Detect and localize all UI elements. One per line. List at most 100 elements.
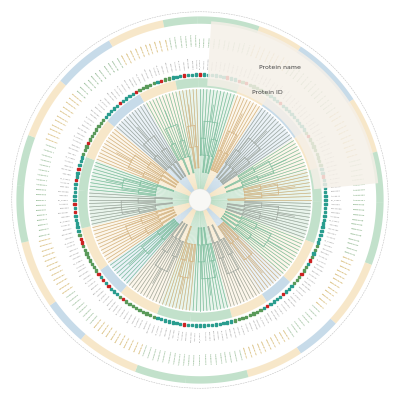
Text: AT23943: AT23943 <box>160 65 164 74</box>
Text: Sp10949: Sp10949 <box>252 71 256 80</box>
Bar <box>76 222 78 225</box>
Text: AtWRKY55: AtWRKY55 <box>79 304 89 314</box>
Text: AT11898: AT11898 <box>295 103 303 111</box>
Text: AtrWRKY43: AtrWRKY43 <box>348 158 361 162</box>
Text: AT18468: AT18468 <box>132 314 138 324</box>
Bar <box>282 105 284 107</box>
Text: SpWRKY55: SpWRKY55 <box>352 219 364 221</box>
Text: Sp19344: Sp19344 <box>91 283 99 290</box>
Text: SpWRKY25: SpWRKY25 <box>304 79 314 89</box>
Text: Sp13869: Sp13869 <box>330 212 340 214</box>
Text: OsWRKY46: OsWRKY46 <box>144 44 148 56</box>
Text: GmWRKY67: GmWRKY67 <box>45 256 58 262</box>
Bar <box>87 142 89 144</box>
Text: AT21388: AT21388 <box>62 173 72 176</box>
Text: SpWRKY37: SpWRKY37 <box>102 66 110 76</box>
Polygon shape <box>178 89 200 189</box>
Bar <box>320 230 323 232</box>
Text: LOC10511: LOC10511 <box>228 61 232 72</box>
Text: XP_14745: XP_14745 <box>316 259 327 265</box>
Bar <box>187 74 189 76</box>
Bar <box>74 207 76 209</box>
Bar <box>256 311 258 313</box>
Text: SpWRKY54: SpWRKY54 <box>352 214 365 216</box>
Text: GmWRKY18: GmWRKY18 <box>278 56 285 68</box>
Bar <box>324 187 326 189</box>
Text: AtrWRKY37: AtrWRKY37 <box>158 348 162 361</box>
Bar <box>316 153 318 155</box>
Text: LOC15621: LOC15621 <box>286 298 295 307</box>
Bar <box>132 93 134 95</box>
Polygon shape <box>135 365 186 383</box>
Bar <box>164 78 166 81</box>
Bar <box>270 303 272 305</box>
Polygon shape <box>208 204 304 274</box>
Bar <box>319 234 322 236</box>
Bar <box>110 110 112 112</box>
Text: LOC17081: LOC17081 <box>212 330 214 342</box>
Text: AT21753: AT21753 <box>68 152 77 156</box>
Bar <box>318 238 320 240</box>
Polygon shape <box>197 16 260 33</box>
Bar <box>95 128 97 130</box>
Bar <box>324 195 326 197</box>
Bar <box>135 91 137 93</box>
Text: GmWRKY23: GmWRKY23 <box>54 119 66 127</box>
Text: Sp14234: Sp14234 <box>327 232 336 236</box>
Text: Atr20147: Atr20147 <box>67 244 77 248</box>
Text: VvWRKY45: VvWRKY45 <box>120 334 127 345</box>
Text: Atr24162: Atr24162 <box>173 61 176 72</box>
Text: SpWRKY31: SpWRKY31 <box>79 86 89 96</box>
Polygon shape <box>78 157 95 191</box>
Text: GmWRKY26: GmWRKY26 <box>62 106 74 114</box>
Text: AT15548: AT15548 <box>289 295 297 303</box>
Text: LOC11606: LOC11606 <box>283 90 291 99</box>
Text: GmWRKY14: GmWRKY14 <box>260 47 267 60</box>
Bar <box>175 322 178 324</box>
Text: XP_10730: XP_10730 <box>240 65 244 76</box>
Bar <box>76 175 78 178</box>
Polygon shape <box>283 240 314 282</box>
Bar <box>108 113 110 115</box>
Text: GmWRKY70: GmWRKY70 <box>40 242 53 247</box>
Text: SpWRKY58: SpWRKY58 <box>349 233 362 236</box>
Bar <box>307 135 309 137</box>
Bar <box>259 89 262 91</box>
Text: SpWRKY52: SpWRKY52 <box>353 204 365 206</box>
Text: SpWRKY61: SpWRKY61 <box>346 247 358 252</box>
Text: Atr11752: Atr11752 <box>289 97 297 105</box>
Text: SpWRKY32: SpWRKY32 <box>83 83 92 92</box>
Bar <box>135 307 137 309</box>
Bar <box>298 122 300 124</box>
Bar <box>256 87 258 89</box>
Bar <box>218 323 221 325</box>
Text: AtrWRKY45: AtrWRKY45 <box>350 168 363 172</box>
Text: LOC19636: LOC19636 <box>79 270 90 277</box>
Text: AtWRKY13: AtWRKY13 <box>38 168 50 172</box>
Text: GmWRKY22: GmWRKY22 <box>51 124 64 131</box>
Bar <box>273 97 275 100</box>
Polygon shape <box>92 202 191 264</box>
Polygon shape <box>82 226 108 270</box>
Bar <box>168 320 170 323</box>
Bar <box>279 296 281 298</box>
Text: AtrWRKY5: AtrWRKY5 <box>304 311 313 320</box>
Text: LOC14891: LOC14891 <box>312 266 323 273</box>
Text: AtrWRKY49: AtrWRKY49 <box>353 189 366 191</box>
Text: XP_12555: XP_12555 <box>316 135 327 141</box>
Text: SpWRKY33: SpWRKY33 <box>86 79 96 89</box>
Text: Atr19782: Atr19782 <box>76 262 86 268</box>
Bar <box>321 172 324 174</box>
Text: AtrWRKY51: AtrWRKY51 <box>168 37 172 50</box>
Text: Atr11387: Atr11387 <box>273 83 280 92</box>
Bar <box>319 164 322 166</box>
Bar <box>324 203 326 205</box>
Polygon shape <box>116 104 194 193</box>
Text: OsWRKY68: OsWRKY68 <box>332 278 343 285</box>
Text: Sp20074: Sp20074 <box>69 248 78 252</box>
Text: AT16643: AT16643 <box>236 326 240 335</box>
Text: Atr23067: Atr23067 <box>113 88 120 97</box>
Text: SpWRKY30: SpWRKY30 <box>321 98 331 106</box>
Text: GmWRKY60: GmWRKY60 <box>62 286 74 294</box>
Text: Atr22702: Atr22702 <box>97 103 105 111</box>
